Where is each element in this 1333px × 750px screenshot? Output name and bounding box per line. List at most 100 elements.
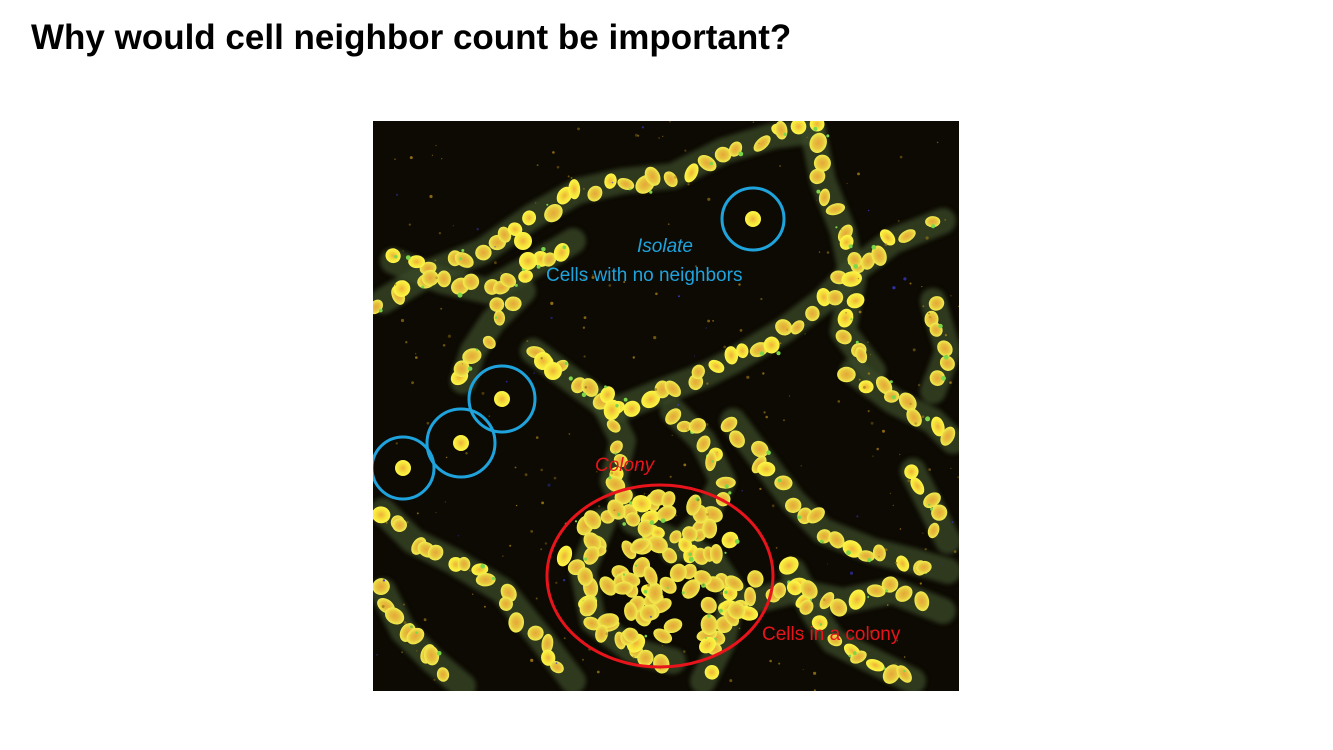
- background-speck: [438, 232, 442, 235]
- cell-body: [623, 400, 641, 417]
- cell-body: [705, 451, 717, 472]
- background-speck: [899, 453, 901, 456]
- cell-body: [772, 582, 787, 599]
- background-speck: [514, 466, 517, 469]
- background-speck: [779, 164, 782, 168]
- background-speck: [826, 251, 830, 254]
- background-speck: [909, 402, 912, 406]
- cell-body: [790, 320, 805, 335]
- cell-body: [497, 226, 512, 243]
- cell-body: [871, 245, 887, 266]
- cell-body: [751, 440, 769, 458]
- cell-body: [884, 390, 900, 403]
- isolate-marker-circle: [720, 186, 786, 252]
- cell-body: [710, 544, 723, 564]
- background-speck: [818, 251, 821, 253]
- background-speck: [870, 421, 874, 425]
- background-speck: [658, 137, 660, 139]
- background-speck: [409, 156, 413, 160]
- cell-body: [866, 584, 886, 598]
- background-speck: [707, 319, 710, 323]
- background-speck: [827, 563, 829, 565]
- background-speck: [919, 582, 922, 585]
- green-granule: [777, 478, 782, 483]
- background-speck: [763, 411, 766, 414]
- cell-body: [656, 505, 677, 522]
- cell-body: [727, 601, 746, 620]
- background-speck: [897, 219, 900, 222]
- cell-body: [527, 625, 544, 641]
- green-granule: [853, 264, 858, 269]
- background-speck: [431, 154, 433, 156]
- cell-body: [408, 255, 425, 269]
- green-granule: [660, 518, 666, 523]
- background-speck: [524, 473, 528, 477]
- background-speck: [950, 295, 952, 297]
- background-speck: [921, 285, 923, 288]
- cell-body: [625, 512, 641, 527]
- cell-body: [507, 222, 523, 237]
- cell-body: [872, 544, 886, 562]
- cell-body: [825, 203, 846, 216]
- cell-body: [604, 173, 617, 189]
- cell-body: [508, 612, 525, 633]
- background-speck: [705, 423, 709, 426]
- background-speck: [435, 276, 438, 280]
- green-granule: [724, 551, 727, 554]
- background-speck: [922, 532, 924, 534]
- cell-body: [647, 582, 663, 604]
- background-speck: [837, 400, 841, 403]
- background-speck: [957, 476, 959, 479]
- background-speck: [403, 621, 407, 625]
- green-granule: [728, 491, 732, 495]
- background-speck: [953, 550, 957, 553]
- background-speck: [583, 355, 586, 358]
- background-speck: [440, 307, 443, 310]
- background-speck: [677, 403, 680, 406]
- background-speck: [553, 476, 557, 480]
- green-granule: [468, 366, 473, 371]
- green-granule: [688, 556, 694, 562]
- green-granule: [738, 151, 744, 157]
- background-speck: [526, 340, 529, 343]
- cell-body: [811, 615, 828, 631]
- background-speck: [813, 689, 816, 691]
- cell-body: [790, 121, 807, 135]
- background-speck: [405, 341, 408, 344]
- background-speck: [447, 334, 451, 338]
- background-speck: [643, 492, 646, 495]
- background-speck: [442, 344, 446, 347]
- background-speck: [550, 301, 554, 305]
- cell-body: [931, 504, 948, 521]
- cell-body: [724, 575, 744, 592]
- green-granule: [634, 564, 638, 567]
- cell-body: [489, 297, 505, 312]
- cell-body: [556, 186, 573, 205]
- green-granule: [718, 608, 723, 613]
- background-speck: [675, 514, 677, 517]
- green-granule: [941, 375, 946, 381]
- cell-body: [847, 251, 862, 268]
- background-speck: [649, 615, 652, 618]
- background-speck: [922, 305, 925, 308]
- background-speck: [509, 544, 512, 547]
- cell-body: [699, 636, 716, 654]
- background-speck: [889, 492, 892, 495]
- cell-body: [763, 336, 780, 354]
- background-speck: [786, 328, 789, 331]
- background-speck: [423, 618, 427, 622]
- green-granule: [867, 596, 870, 598]
- cell-body: [599, 576, 617, 596]
- cell-body: [617, 177, 635, 191]
- background-speck: [783, 419, 785, 422]
- cell-body: [704, 665, 720, 680]
- background-speck: [540, 468, 543, 472]
- cell-body: [653, 653, 670, 674]
- cell-body: [684, 163, 699, 183]
- cell-body: [581, 378, 599, 397]
- green-granule: [644, 634, 648, 638]
- cell-body: [700, 614, 718, 636]
- background-speck: [647, 583, 650, 587]
- background-speck: [758, 142, 760, 145]
- cell-body: [923, 492, 941, 509]
